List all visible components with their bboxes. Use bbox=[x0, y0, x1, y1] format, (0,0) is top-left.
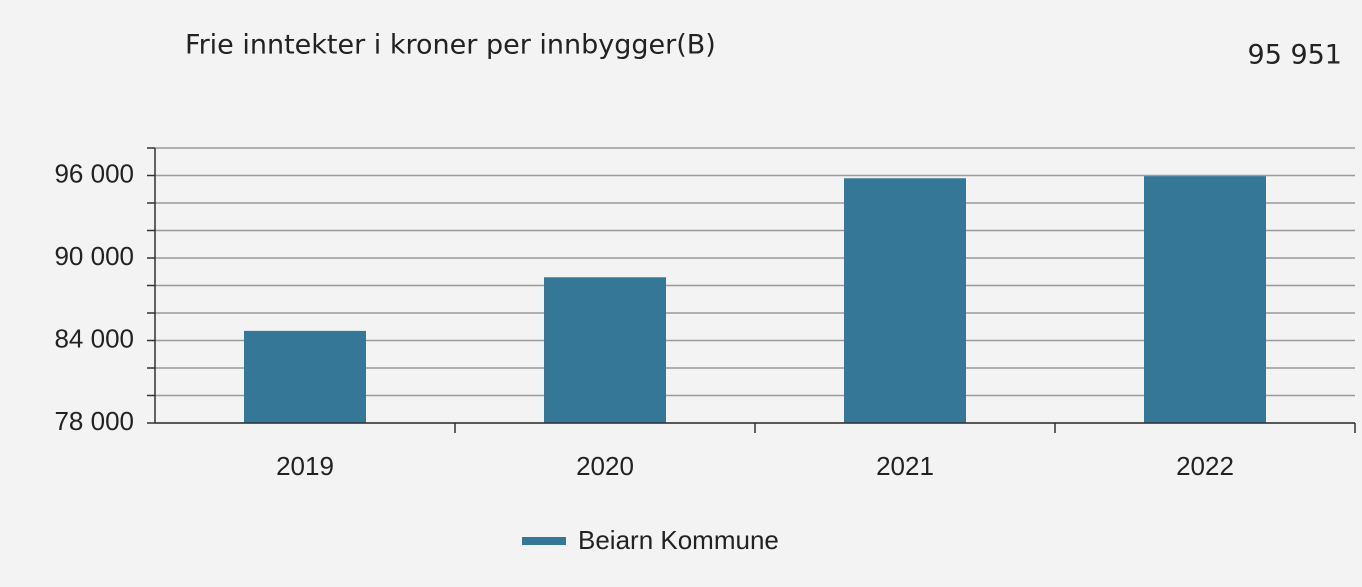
x-tick-label: 2022 bbox=[1176, 451, 1234, 481]
bar bbox=[844, 178, 966, 423]
y-tick-label: 84 000 bbox=[54, 323, 134, 353]
legend-label: Beiarn Kommune bbox=[578, 525, 779, 555]
x-tick-label: 2020 bbox=[576, 451, 634, 481]
y-tick-label: 90 000 bbox=[54, 241, 134, 271]
y-tick-label: 96 000 bbox=[54, 158, 134, 188]
bar bbox=[544, 277, 666, 423]
x-tick-label: 2021 bbox=[876, 451, 934, 481]
bar bbox=[1144, 176, 1266, 423]
y-tick-label: 78 000 bbox=[54, 406, 134, 436]
headline-value: 95 951 bbox=[1248, 40, 1342, 71]
bar bbox=[244, 330, 366, 423]
x-tick-label: 2019 bbox=[276, 451, 334, 481]
chart-title: Frie inntekter i kroner per innbygger(B) bbox=[185, 30, 716, 61]
